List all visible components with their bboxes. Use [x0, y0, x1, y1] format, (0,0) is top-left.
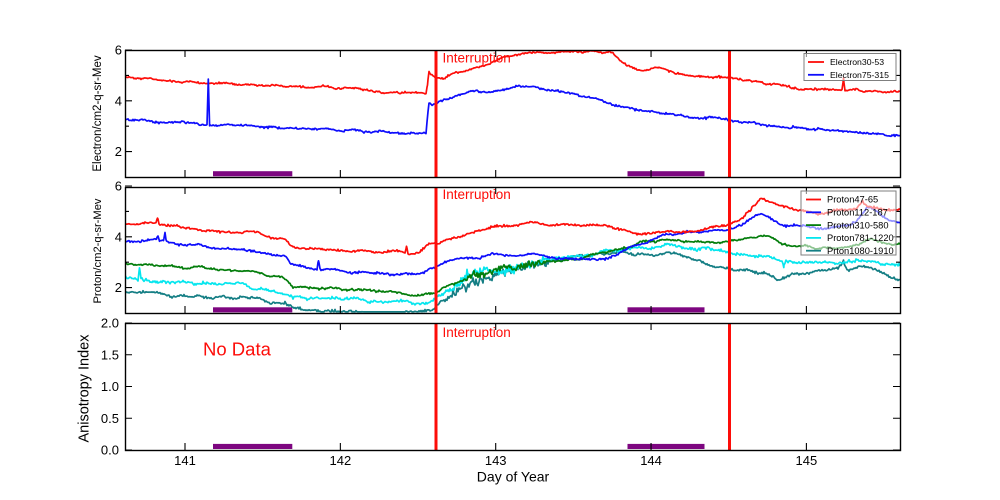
svg-text:2: 2 [115, 280, 122, 295]
svg-text:1.0: 1.0 [101, 379, 119, 394]
svg-text:4: 4 [115, 93, 122, 108]
svg-text:Proton781-1220: Proton781-1220 [827, 233, 894, 243]
svg-text:4: 4 [115, 229, 122, 244]
svg-text:Electron30-53: Electron30-53 [830, 57, 884, 67]
svg-text:2: 2 [115, 144, 122, 159]
svg-text:Proton310-580: Proton310-580 [827, 220, 889, 230]
svg-text:145: 145 [796, 453, 818, 468]
svg-text:142: 142 [329, 453, 351, 468]
svg-text:0.5: 0.5 [101, 411, 119, 426]
svg-text:2.0: 2.0 [101, 316, 119, 331]
svg-text:Interruption: Interruption [443, 51, 511, 66]
svg-text:Day of Year: Day of Year [477, 469, 550, 485]
svg-text:Electron/cm2-q-sr-Mev: Electron/cm2-q-sr-Mev [92, 55, 104, 172]
svg-text:Prton1080-1910: Prton1080-1910 [827, 246, 894, 256]
svg-text:144: 144 [640, 453, 662, 468]
svg-text:Electron75-315: Electron75-315 [830, 70, 889, 80]
svg-text:1.5: 1.5 [101, 347, 119, 362]
svg-text:143: 143 [485, 453, 507, 468]
svg-text:Anisotropy Index: Anisotropy Index [77, 334, 93, 443]
svg-text:141: 141 [174, 453, 196, 468]
svg-text:Proton112-187: Proton112-187 [827, 208, 888, 218]
svg-text:No Data: No Data [203, 339, 272, 360]
svg-text:6: 6 [115, 43, 122, 58]
svg-text:6: 6 [115, 179, 122, 194]
svg-text:Interruption: Interruption [443, 187, 511, 202]
svg-text:Proton/cm2-q-sr-Mev: Proton/cm2-q-sr-Mev [92, 198, 104, 303]
svg-text:Proton47-65: Proton47-65 [827, 195, 878, 205]
svg-text:0.0: 0.0 [101, 443, 119, 458]
svg-text:Interruption: Interruption [443, 325, 511, 340]
